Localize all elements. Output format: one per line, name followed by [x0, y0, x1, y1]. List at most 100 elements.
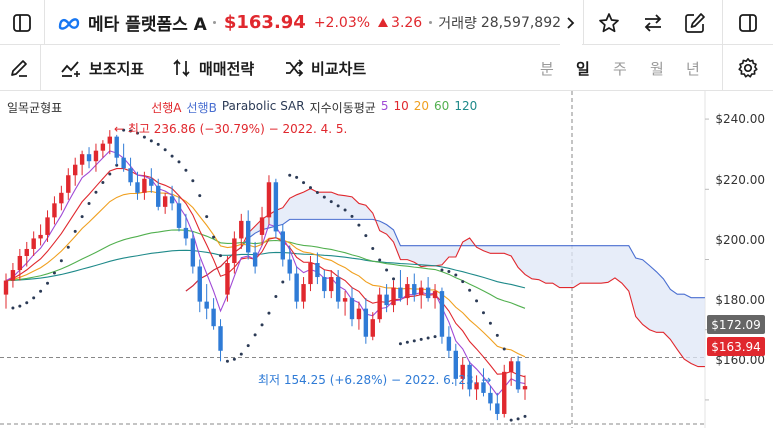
psar-dot — [212, 235, 216, 239]
candle-body — [73, 164, 78, 176]
y-tick-label: $180.00 — [715, 293, 765, 307]
period-week[interactable]: 주 — [613, 59, 627, 78]
candle-body — [246, 220, 251, 253]
candle-body — [204, 301, 209, 309]
candle-body — [135, 182, 140, 193]
candle-body — [252, 252, 258, 267]
volume-label: 거래량 — [438, 15, 477, 32]
candle-body — [218, 326, 223, 351]
candle-body — [239, 220, 244, 239]
candle-body — [488, 392, 493, 404]
candle-body — [211, 308, 216, 327]
candle-body — [377, 294, 382, 320]
psar-dot — [46, 281, 50, 285]
candle-body — [24, 248, 29, 256]
candle-body — [190, 238, 196, 267]
candle-body — [370, 319, 375, 337]
settings-button[interactable] — [729, 45, 767, 91]
top-bar: 메타 플랫폼스 A $163.94 +2.03% 3.26 거래량 28,597… — [0, 0, 773, 45]
y-tick-label: $160.00 — [715, 353, 765, 367]
legend-ichimoku: 일목균형표 — [7, 101, 63, 115]
candle-body — [225, 263, 230, 295]
swap-icon — [644, 13, 662, 32]
ichimoku-cloud — [185, 188, 705, 367]
meta-logo-icon — [58, 17, 80, 30]
psar-dot — [163, 148, 167, 152]
candle-body — [425, 287, 431, 299]
psar-dot — [32, 296, 36, 300]
period-year[interactable]: 년 — [686, 59, 700, 78]
candle-body — [522, 386, 528, 390]
candle-body — [322, 277, 327, 292]
psar-dot — [412, 339, 416, 343]
period-minute[interactable]: 분 — [540, 59, 554, 78]
ema-5-line — [5, 150, 526, 397]
psar-dot — [122, 128, 126, 132]
change-percent: +2.03% — [313, 14, 371, 31]
period-month[interactable]: 월 — [650, 59, 664, 78]
candle-body — [149, 178, 154, 186]
lead-a-line — [185, 188, 705, 368]
legend-ema-60: 60 — [434, 99, 450, 113]
candle-body — [38, 234, 43, 239]
psar-dot — [281, 280, 285, 284]
candle-body — [481, 382, 486, 393]
ema-20-line — [5, 190, 526, 358]
edit-icon — [685, 12, 705, 33]
high-annotation: ← 최고 236.86 (−30.79%) − 2022. 4. 5. — [114, 120, 347, 137]
psar-dot — [516, 417, 520, 421]
psar-dot — [364, 234, 368, 238]
candle-body — [259, 217, 265, 235]
psar-dot — [87, 201, 91, 205]
price-chart[interactable] — [0, 91, 773, 428]
drawing-tool-button[interactable] — [0, 45, 38, 91]
candle-body — [197, 266, 202, 302]
right-panel-toggle-button[interactable] — [729, 0, 767, 45]
psar-dot — [59, 259, 63, 263]
sidebar-toggle-button[interactable] — [0, 0, 44, 45]
strategy-button[interactable]: 매매전략 — [172, 45, 254, 91]
more-info-button[interactable] — [560, 0, 582, 45]
legend-ema-5: 5 — [380, 99, 389, 113]
favorite-button[interactable] — [590, 0, 628, 45]
divider — [44, 0, 45, 45]
psar-dot — [253, 333, 257, 337]
psar-dot — [142, 135, 146, 139]
candle-body — [280, 231, 285, 260]
candle-body — [495, 403, 500, 414]
candle-body — [467, 364, 472, 390]
psar-dot — [18, 304, 22, 308]
candle-body — [515, 361, 521, 390]
psar-dot — [461, 280, 465, 284]
candle-body — [273, 182, 279, 232]
psar-dot — [371, 247, 375, 251]
period-day[interactable]: 일 — [576, 59, 590, 78]
compare-swap-button[interactable] — [634, 0, 672, 45]
y-tick-label: $240.00 — [715, 112, 765, 126]
chart-area[interactable]: 일목균형표 선행A 선행B Parabolic SAR 지수이동평균 5 10 … — [0, 91, 773, 428]
candle-body — [508, 361, 514, 372]
candle-body — [398, 287, 403, 299]
psar-dot — [419, 337, 423, 341]
candle-body — [287, 259, 292, 274]
compare-chart-button[interactable]: 비교차트 — [284, 45, 366, 91]
low-annotation: 최저 154.25 (+6.28%) − 2022. 6. 23. → — [258, 371, 491, 388]
candle-body — [100, 143, 106, 151]
pencil-icon — [11, 60, 27, 77]
candle-body — [349, 298, 355, 320]
psar-dot — [66, 245, 70, 249]
psar-dot — [502, 347, 506, 351]
shuffle-icon — [286, 59, 304, 77]
strategy-label: 매매전략 — [199, 59, 255, 78]
candle-body — [432, 291, 438, 299]
indicator-button[interactable]: 보조지표 — [60, 45, 144, 91]
legend-ema: 지수이동평균 — [309, 101, 376, 115]
y-tick-label: $200.00 — [715, 233, 765, 247]
change-absolute: 3.26 — [391, 14, 423, 31]
candle-body — [356, 308, 362, 320]
candle-body — [391, 287, 396, 306]
candle-body — [474, 382, 479, 390]
edit-button[interactable] — [676, 0, 714, 45]
legend-psar: Parabolic SAR — [221, 99, 305, 113]
low-arrow: → — [481, 373, 492, 387]
